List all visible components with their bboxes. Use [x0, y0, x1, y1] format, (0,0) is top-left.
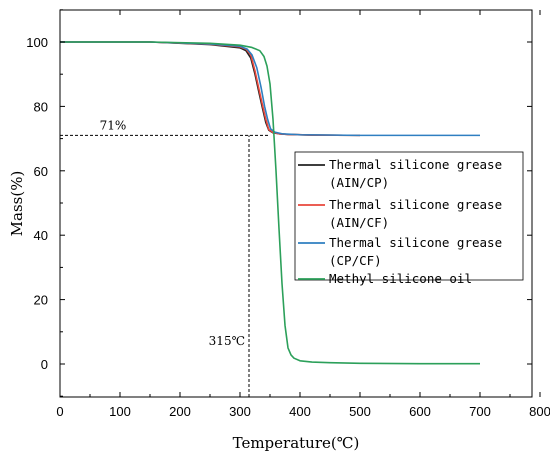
- y-tick-label: 80: [34, 99, 48, 114]
- y-tick-label: 20: [34, 293, 48, 308]
- x-tick-label: 200: [169, 404, 191, 419]
- y-tick-label: 60: [34, 164, 48, 179]
- series-line-4: [60, 41, 480, 365]
- x-tick-label: 500: [349, 404, 371, 419]
- x-tick-label: 700: [469, 404, 491, 419]
- legend-box: [294, 151, 524, 281]
- plot-lines: [60, 41, 480, 365]
- y-axis-label: Mass(%): [8, 171, 26, 237]
- legend-label-4: Methyl silicone oil: [329, 271, 472, 286]
- x-tick-label: 400: [289, 404, 311, 419]
- y-tick-label: 100: [26, 35, 48, 50]
- annotations: 71% 315℃: [60, 118, 270, 397]
- x-tick-label: 0: [56, 404, 63, 419]
- axis-ticks: 0 100 200 300 400 500 600 700 800 0 20 40 60 80 100: [26, 9, 550, 419]
- legend-label-1: Thermal silicone grease (AIN/CP): [329, 157, 502, 190]
- y-tick-label: 40: [34, 228, 48, 243]
- x-tick-label: 300: [229, 404, 251, 419]
- legend: Thermal silicone grease (AIN/CP) Thermal s…: [294, 151, 524, 286]
- legend-label-3: Thermal silicone grease (CP/CF): [329, 235, 502, 268]
- x-axis-label: Temperature(℃): [233, 434, 360, 452]
- x-tick-label: 100: [109, 404, 131, 419]
- x-tick-label: 600: [409, 404, 431, 419]
- annotation-mass71: 71%: [100, 118, 127, 132]
- legend-label-2: Thermal silicone grease (AIN/CF): [329, 197, 502, 230]
- annotation-t315: 315℃: [209, 334, 245, 348]
- x-tick-label: 800: [529, 404, 550, 419]
- y-tick-label: 0: [41, 357, 48, 372]
- series-line-3: [60, 41, 480, 137]
